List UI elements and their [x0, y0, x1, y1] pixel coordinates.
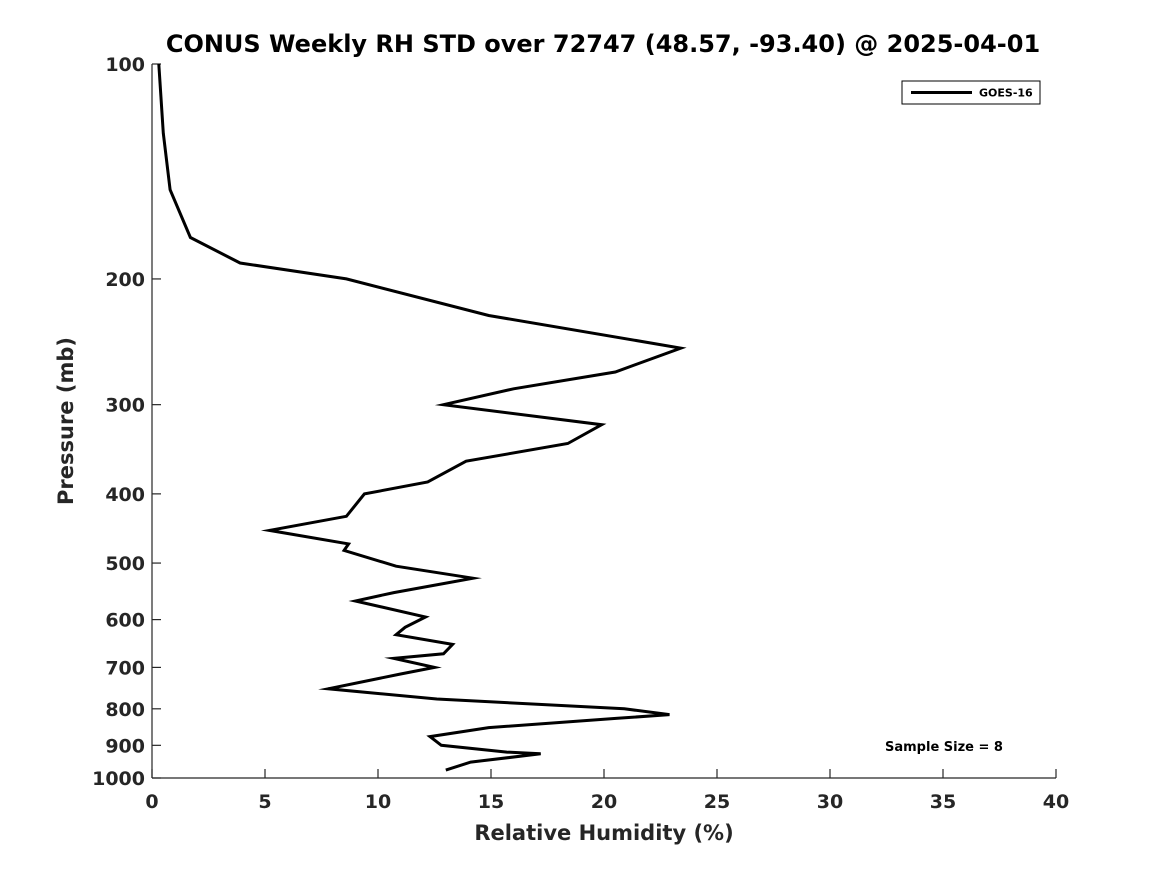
- y-tick-label: 400: [105, 484, 145, 506]
- x-tick-label: 30: [817, 791, 843, 813]
- x-axis-label: Relative Humidity (%): [474, 821, 733, 845]
- y-axis: 100 200 300 400 500 600 700 800 900 1000: [92, 54, 161, 790]
- y-tick-label: 300: [105, 395, 145, 417]
- x-tick-label: 15: [478, 791, 504, 813]
- legend: GOES-16: [901, 80, 1041, 105]
- x-tick-label: 20: [591, 791, 617, 813]
- y-tick-label: 800: [105, 699, 145, 721]
- y-tick-label: 500: [105, 553, 145, 575]
- series-line-goes-16: [157, 63, 687, 772]
- x-tick-label: 5: [258, 791, 271, 813]
- y-tick-label: 200: [105, 269, 145, 291]
- y-tick-label: 700: [105, 657, 145, 679]
- y-axis-label: Pressure (mb): [54, 337, 78, 505]
- series-layer: [157, 63, 687, 772]
- y-tick-label: 600: [105, 610, 145, 632]
- sample-size-annotation: Sample Size = 8: [885, 740, 1003, 755]
- legend-entry-goes-16: GOES-16: [979, 87, 1033, 100]
- y-tick-label: 100: [105, 54, 145, 76]
- x-axis: 0 5 10 15 20 25 30 35 40: [145, 769, 1069, 813]
- chart-title: CONUS Weekly RH STD over 72747 (48.57, -…: [166, 30, 1040, 58]
- x-tick-label: 10: [365, 791, 391, 813]
- plot-frame: [152, 64, 1056, 778]
- y-tick-label: 900: [105, 735, 145, 757]
- x-tick-label: 25: [704, 791, 730, 813]
- x-tick-label: 35: [930, 791, 956, 813]
- x-tick-label: 40: [1043, 791, 1069, 813]
- y-tick-label: 1000: [92, 768, 145, 790]
- x-tick-label: 0: [145, 791, 158, 813]
